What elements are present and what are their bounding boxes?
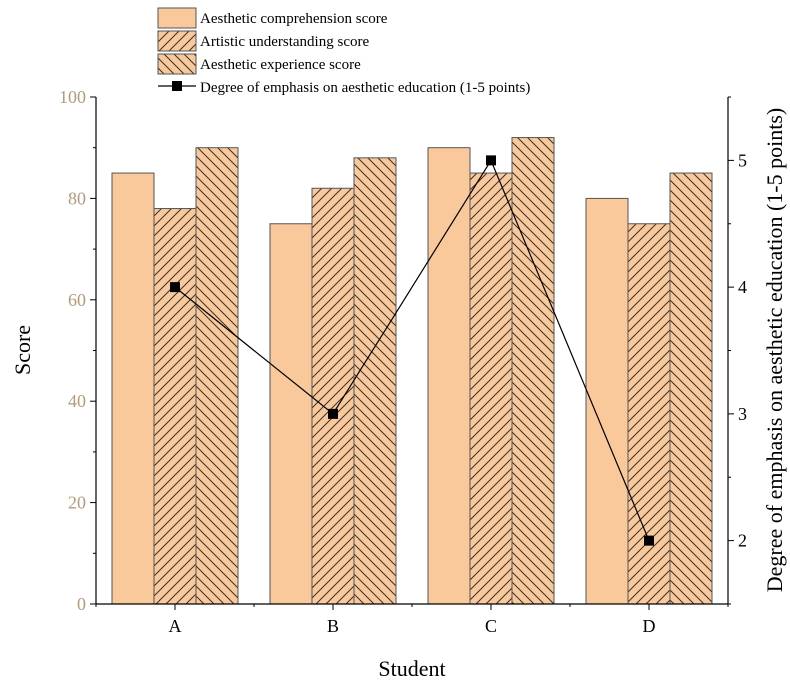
legend-label-0: Aesthetic comprehension score (200, 11, 388, 27)
bar-A-series-1 (153, 208, 197, 605)
x-tick-label: A (169, 616, 182, 636)
y-tick-right-label: 4 (738, 277, 747, 297)
x-tick-label: B (327, 616, 339, 636)
y-tick-left-label: 80 (68, 188, 86, 208)
legend-marker-swatch (172, 81, 182, 91)
bar-D-series-1 (627, 223, 671, 605)
legend-swatch-0 (157, 7, 197, 29)
bars-group (111, 137, 713, 605)
emphasis-point-D (644, 535, 654, 546)
x-ticks: A B C D (95, 604, 729, 636)
legend-label-line: Degree of emphasis on aesthetic educatio… (200, 80, 530, 96)
y-tick-left-label: 40 (68, 391, 86, 411)
y-tick-right-label: 5 (738, 150, 747, 170)
y-tick-right-label: 3 (738, 404, 747, 424)
bar-A-series-0 (111, 172, 155, 605)
x-axis-label: Student (378, 656, 445, 681)
emphasis-point-A (170, 282, 180, 293)
y-ticks-left: 0 20 40 60 80 100 (59, 87, 96, 614)
x-tick-label: C (485, 616, 497, 636)
bar-B-series-0 (269, 223, 313, 605)
line-series-group (170, 155, 654, 546)
y-tick-left-label: 0 (77, 594, 86, 614)
emphasis-point-C (486, 155, 496, 166)
bar-C-series-0 (427, 147, 471, 605)
legend-swatch-2 (157, 53, 197, 75)
legend-swatch-1 (157, 30, 197, 52)
legend: Aesthetic comprehension score Artistic u… (157, 7, 530, 96)
emphasis-point-B (328, 408, 338, 419)
y-axis-label: Score (10, 325, 35, 375)
bar-C-series-2 (511, 137, 555, 605)
y-tick-left-label: 20 (68, 493, 86, 513)
emphasis-line (174, 159, 650, 541)
legend-label-2: Aesthetic experience score (200, 57, 361, 73)
y-tick-left-label: 100 (59, 87, 86, 107)
bar-B-series-1 (311, 187, 355, 605)
y-tick-right-label: 2 (738, 531, 747, 551)
x-tick-label: D (643, 616, 656, 636)
bar-D-series-2 (669, 172, 713, 605)
bar-C-series-1 (469, 172, 513, 605)
y-ticks-right: 2 3 4 5 (728, 96, 747, 605)
bar-B-series-2 (353, 157, 397, 605)
legend-label-1: Artistic understanding score (200, 34, 369, 50)
bar-A-series-2 (195, 147, 239, 605)
y-tick-left-label: 60 (68, 290, 86, 310)
y2-axis-label: Degree of emphasis on aesthetic educatio… (762, 108, 787, 592)
bar-D-series-0 (585, 197, 629, 605)
